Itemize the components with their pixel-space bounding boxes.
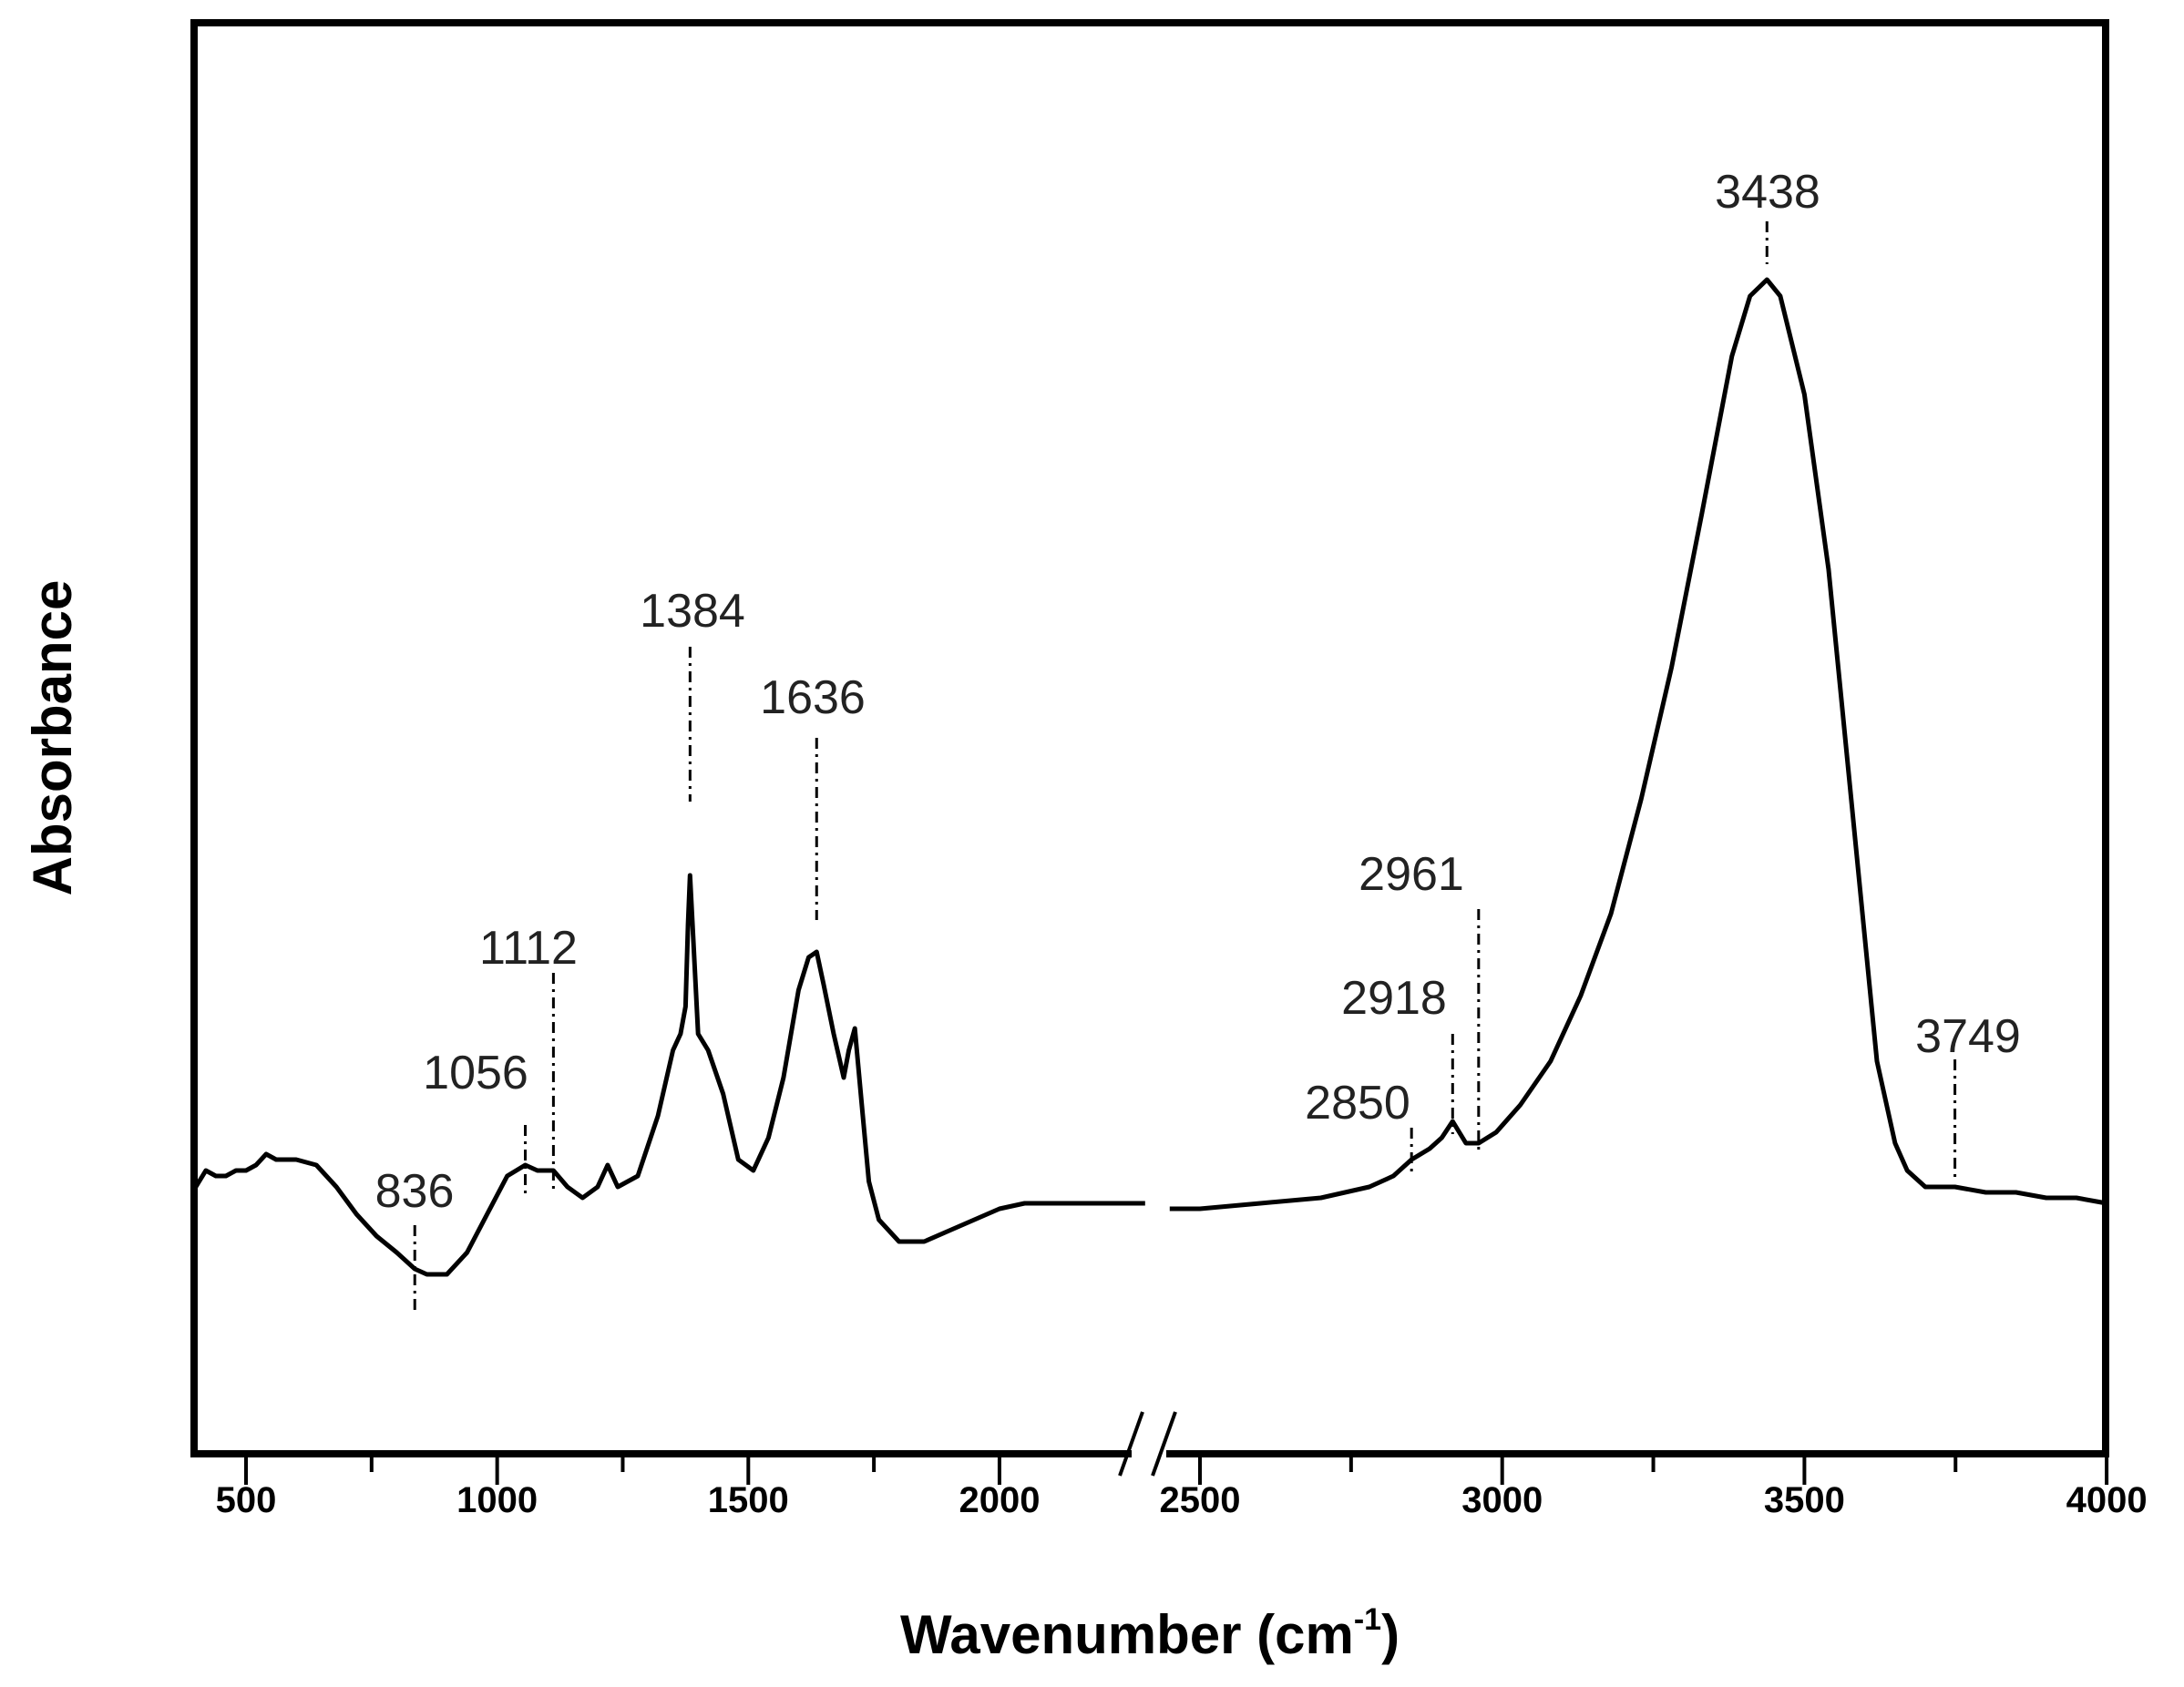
peak-label: 1112 [479,922,578,975]
plot-frame [190,19,2109,1457]
x-tick-label: 1000 [456,1480,538,1520]
spectrum-line [1169,277,2107,1212]
spectrum-line [193,873,1145,1277]
x-tick-label: 2000 [959,1480,1040,1520]
spectrum-curve [193,277,2107,1277]
x-axis-tick-labels: 500 1000 1500 2000 2500 3000 3500 4000 [216,1480,2148,1520]
x-axis-title: Wavenumber (cm-1) [900,1602,1400,1665]
y-axis-title: Absorbance [22,580,83,896]
peak-label: 836 [375,1165,455,1218]
peak-label: 2850 [1305,1077,1410,1130]
peak-label: 1384 [640,585,745,638]
peak-label: 1636 [760,671,866,724]
x-tick-label: 2500 [1160,1480,1241,1520]
x-tick-label: 4000 [2066,1480,2148,1520]
peak-label: 1056 [423,1047,528,1099]
peak-label: 2961 [1359,848,1464,901]
x-tick-label: 3000 [1461,1480,1543,1520]
peak-label: 3438 [1715,166,1820,219]
peak-label: 2918 [1341,972,1447,1025]
x-tick-label: 3500 [1764,1480,1845,1520]
peak-label: 3749 [1915,1010,2021,1063]
x-tick-label: 500 [216,1480,277,1520]
axis-break-icon [1118,1411,1177,1477]
x-axis-ticks [244,1454,2109,1485]
peak-annotations: 836 1056 1112 1384 1636 2850 2918 2961 3438 3749 [375,166,2021,1312]
x-tick-label: 1500 [708,1480,789,1520]
